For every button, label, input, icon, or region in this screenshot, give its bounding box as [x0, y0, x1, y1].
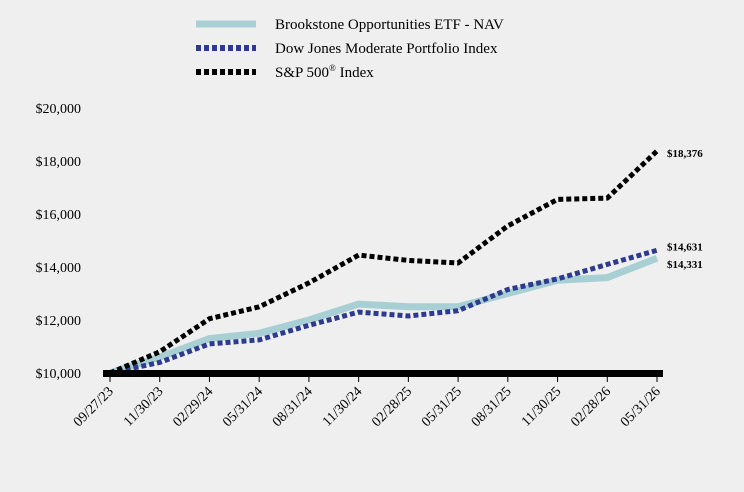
series-group [108, 149, 659, 377]
y-tick-label: $18,000 [36, 155, 82, 170]
x-tick-label: 11/30/24 [320, 384, 365, 429]
legend-label-sp500-main: S&P 500 [275, 65, 329, 81]
y-axis: $10,000 $12,000 $14,000 $16,000 $18,000 $20,0… [36, 102, 82, 382]
legend-label-sp500-suffix: Index [336, 65, 374, 81]
x-tick-label: 08/31/24 [270, 384, 316, 430]
legend-label-sp500-sup: ® [329, 63, 336, 73]
y-tick-label: $20,000 [36, 102, 82, 117]
series-line-djmp [109, 247, 658, 376]
x-tick-label: 11/30/25 [519, 384, 564, 429]
end-label-djmp: $14,631 [667, 241, 703, 253]
x-tick-label: 02/28/26 [568, 384, 614, 430]
legend: Brookstone Opportunities ETF - NAV Dow J… [196, 17, 504, 81]
x-tick-label: 08/31/25 [469, 384, 515, 430]
x-tick-label: 11/30/23 [121, 384, 166, 429]
legend-label-nav: Brookstone Opportunities ETF - NAV [275, 17, 504, 33]
x-tick-label: 05/31/25 [419, 384, 465, 430]
y-tick-label: $10,000 [36, 367, 82, 382]
end-labels: $14,331 $14,631 $18,376 [667, 148, 703, 271]
series-line-nav [108, 254, 659, 377]
x-tick-label: 09/27/23 [71, 384, 117, 430]
end-label-sp500: $18,376 [667, 148, 703, 160]
end-label-nav: $14,331 [667, 259, 703, 271]
x-axis-baseline [103, 370, 663, 377]
y-tick-label: $16,000 [36, 208, 82, 223]
x-axis: 09/27/23 11/30/23 02/29/24 05/31/24 08/31/24… [71, 376, 664, 430]
x-tick-label: 05/31/24 [220, 384, 266, 430]
legend-label-sp500: S&P 500® Index [275, 63, 374, 81]
x-tick-label: 05/31/26 [618, 384, 664, 430]
y-tick-label: $14,000 [36, 261, 82, 276]
series-line-sp500 [109, 149, 659, 376]
y-tick-label: $12,000 [36, 314, 82, 329]
x-tick-label: 02/29/24 [170, 384, 216, 430]
x-tick-label: 02/28/25 [369, 384, 415, 430]
legend-label-djmp: Dow Jones Moderate Portfolio Index [275, 41, 498, 57]
